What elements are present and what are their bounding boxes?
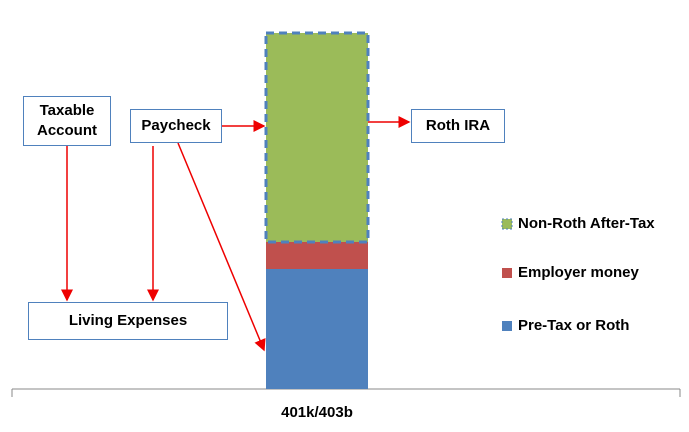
legend-marker — [502, 321, 512, 331]
living-expenses-box: Living Expenses — [28, 302, 228, 340]
bar-segment — [266, 242, 368, 269]
roth-ira-box: Roth IRA — [411, 109, 505, 143]
paycheck-box: Paycheck — [130, 109, 222, 143]
taxable-account-box: Taxable Account — [23, 96, 111, 146]
legend-marker — [501, 218, 513, 230]
x-tick-label: 401k/403b — [281, 404, 353, 421]
legend-label: Employer money — [518, 264, 640, 281]
legend-label: Pre-Tax or Roth — [518, 317, 629, 334]
legend-label: Non-Roth After-Tax — [518, 215, 655, 232]
bar-segment — [264, 31, 370, 244]
legend-marker — [502, 268, 512, 278]
bar-segment — [266, 269, 368, 389]
arrows — [61, 116, 411, 352]
